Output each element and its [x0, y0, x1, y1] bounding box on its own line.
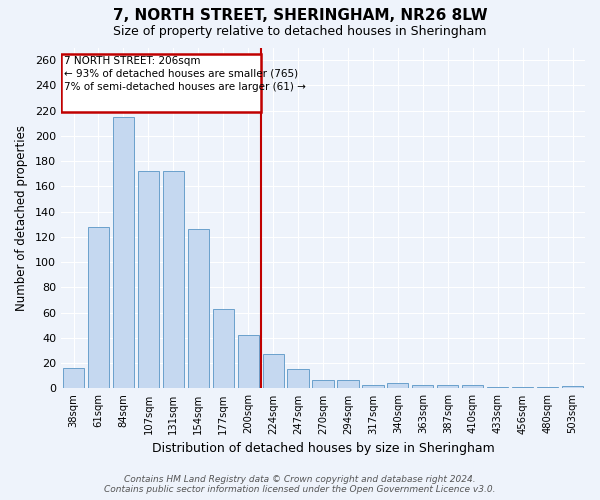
X-axis label: Distribution of detached houses by size in Sheringham: Distribution of detached houses by size … [152, 442, 494, 455]
Bar [238, 336, 259, 388]
Bar [63, 368, 84, 388]
Bar [88, 227, 109, 388]
Bar [188, 230, 209, 388]
Bar [487, 387, 508, 388]
Bar [537, 387, 558, 388]
Bar [437, 384, 458, 388]
Bar [163, 171, 184, 388]
Bar [362, 384, 383, 388]
Bar [138, 171, 159, 388]
Bar [287, 370, 308, 388]
Bar [313, 380, 334, 388]
FancyBboxPatch shape [61, 54, 260, 112]
Bar [212, 309, 234, 388]
Text: Contains HM Land Registry data © Crown copyright and database right 2024.
Contai: Contains HM Land Registry data © Crown c… [104, 474, 496, 494]
Text: Size of property relative to detached houses in Sheringham: Size of property relative to detached ho… [113, 25, 487, 38]
Text: 7 NORTH STREET: 206sqm
← 93% of detached houses are smaller (765)
7% of semi-det: 7 NORTH STREET: 206sqm ← 93% of detached… [64, 56, 306, 92]
Bar [263, 354, 284, 388]
Bar [113, 117, 134, 388]
Bar [562, 386, 583, 388]
Bar [512, 387, 533, 388]
Bar [412, 384, 433, 388]
Bar [462, 384, 484, 388]
Text: 7, NORTH STREET, SHERINGHAM, NR26 8LW: 7, NORTH STREET, SHERINGHAM, NR26 8LW [113, 8, 487, 22]
Bar [337, 380, 359, 388]
Y-axis label: Number of detached properties: Number of detached properties [15, 125, 28, 311]
Bar [387, 384, 409, 388]
